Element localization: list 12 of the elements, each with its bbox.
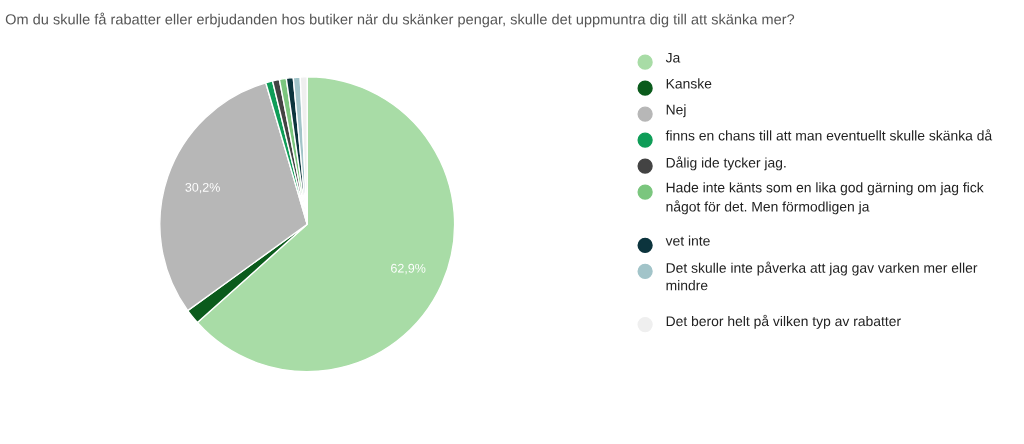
legend-label: Det beror helt på vilken typ av rabatter (666, 314, 901, 329)
legend-label: Hade inte känts som en lika god gärning om jag fick något för det. Men förmodligen ja (666, 182, 984, 215)
legend-label: Nej (666, 104, 686, 118)
legend-label: Dålig ide tycker jag. (666, 156, 786, 171)
legend-label: Kanske (666, 78, 712, 89)
legend-label: Ja (665, 52, 681, 63)
data-label: 62,9% (391, 263, 426, 275)
chart-title: Om du skulle få rabatter eller erbjudanden hos butiker när du skänker pengar, skulle det uppmuntra dig till att skänka mer? (5, 12, 795, 28)
data-label: 30,2% (185, 182, 220, 194)
legend-label: finns en chans till att man eventuellt skulle skänka då (665, 129, 993, 141)
legend-label: Det skulle inte påverka att jag gav varken mer eller mindre (666, 261, 978, 291)
legend-label: vet inte (665, 235, 710, 246)
